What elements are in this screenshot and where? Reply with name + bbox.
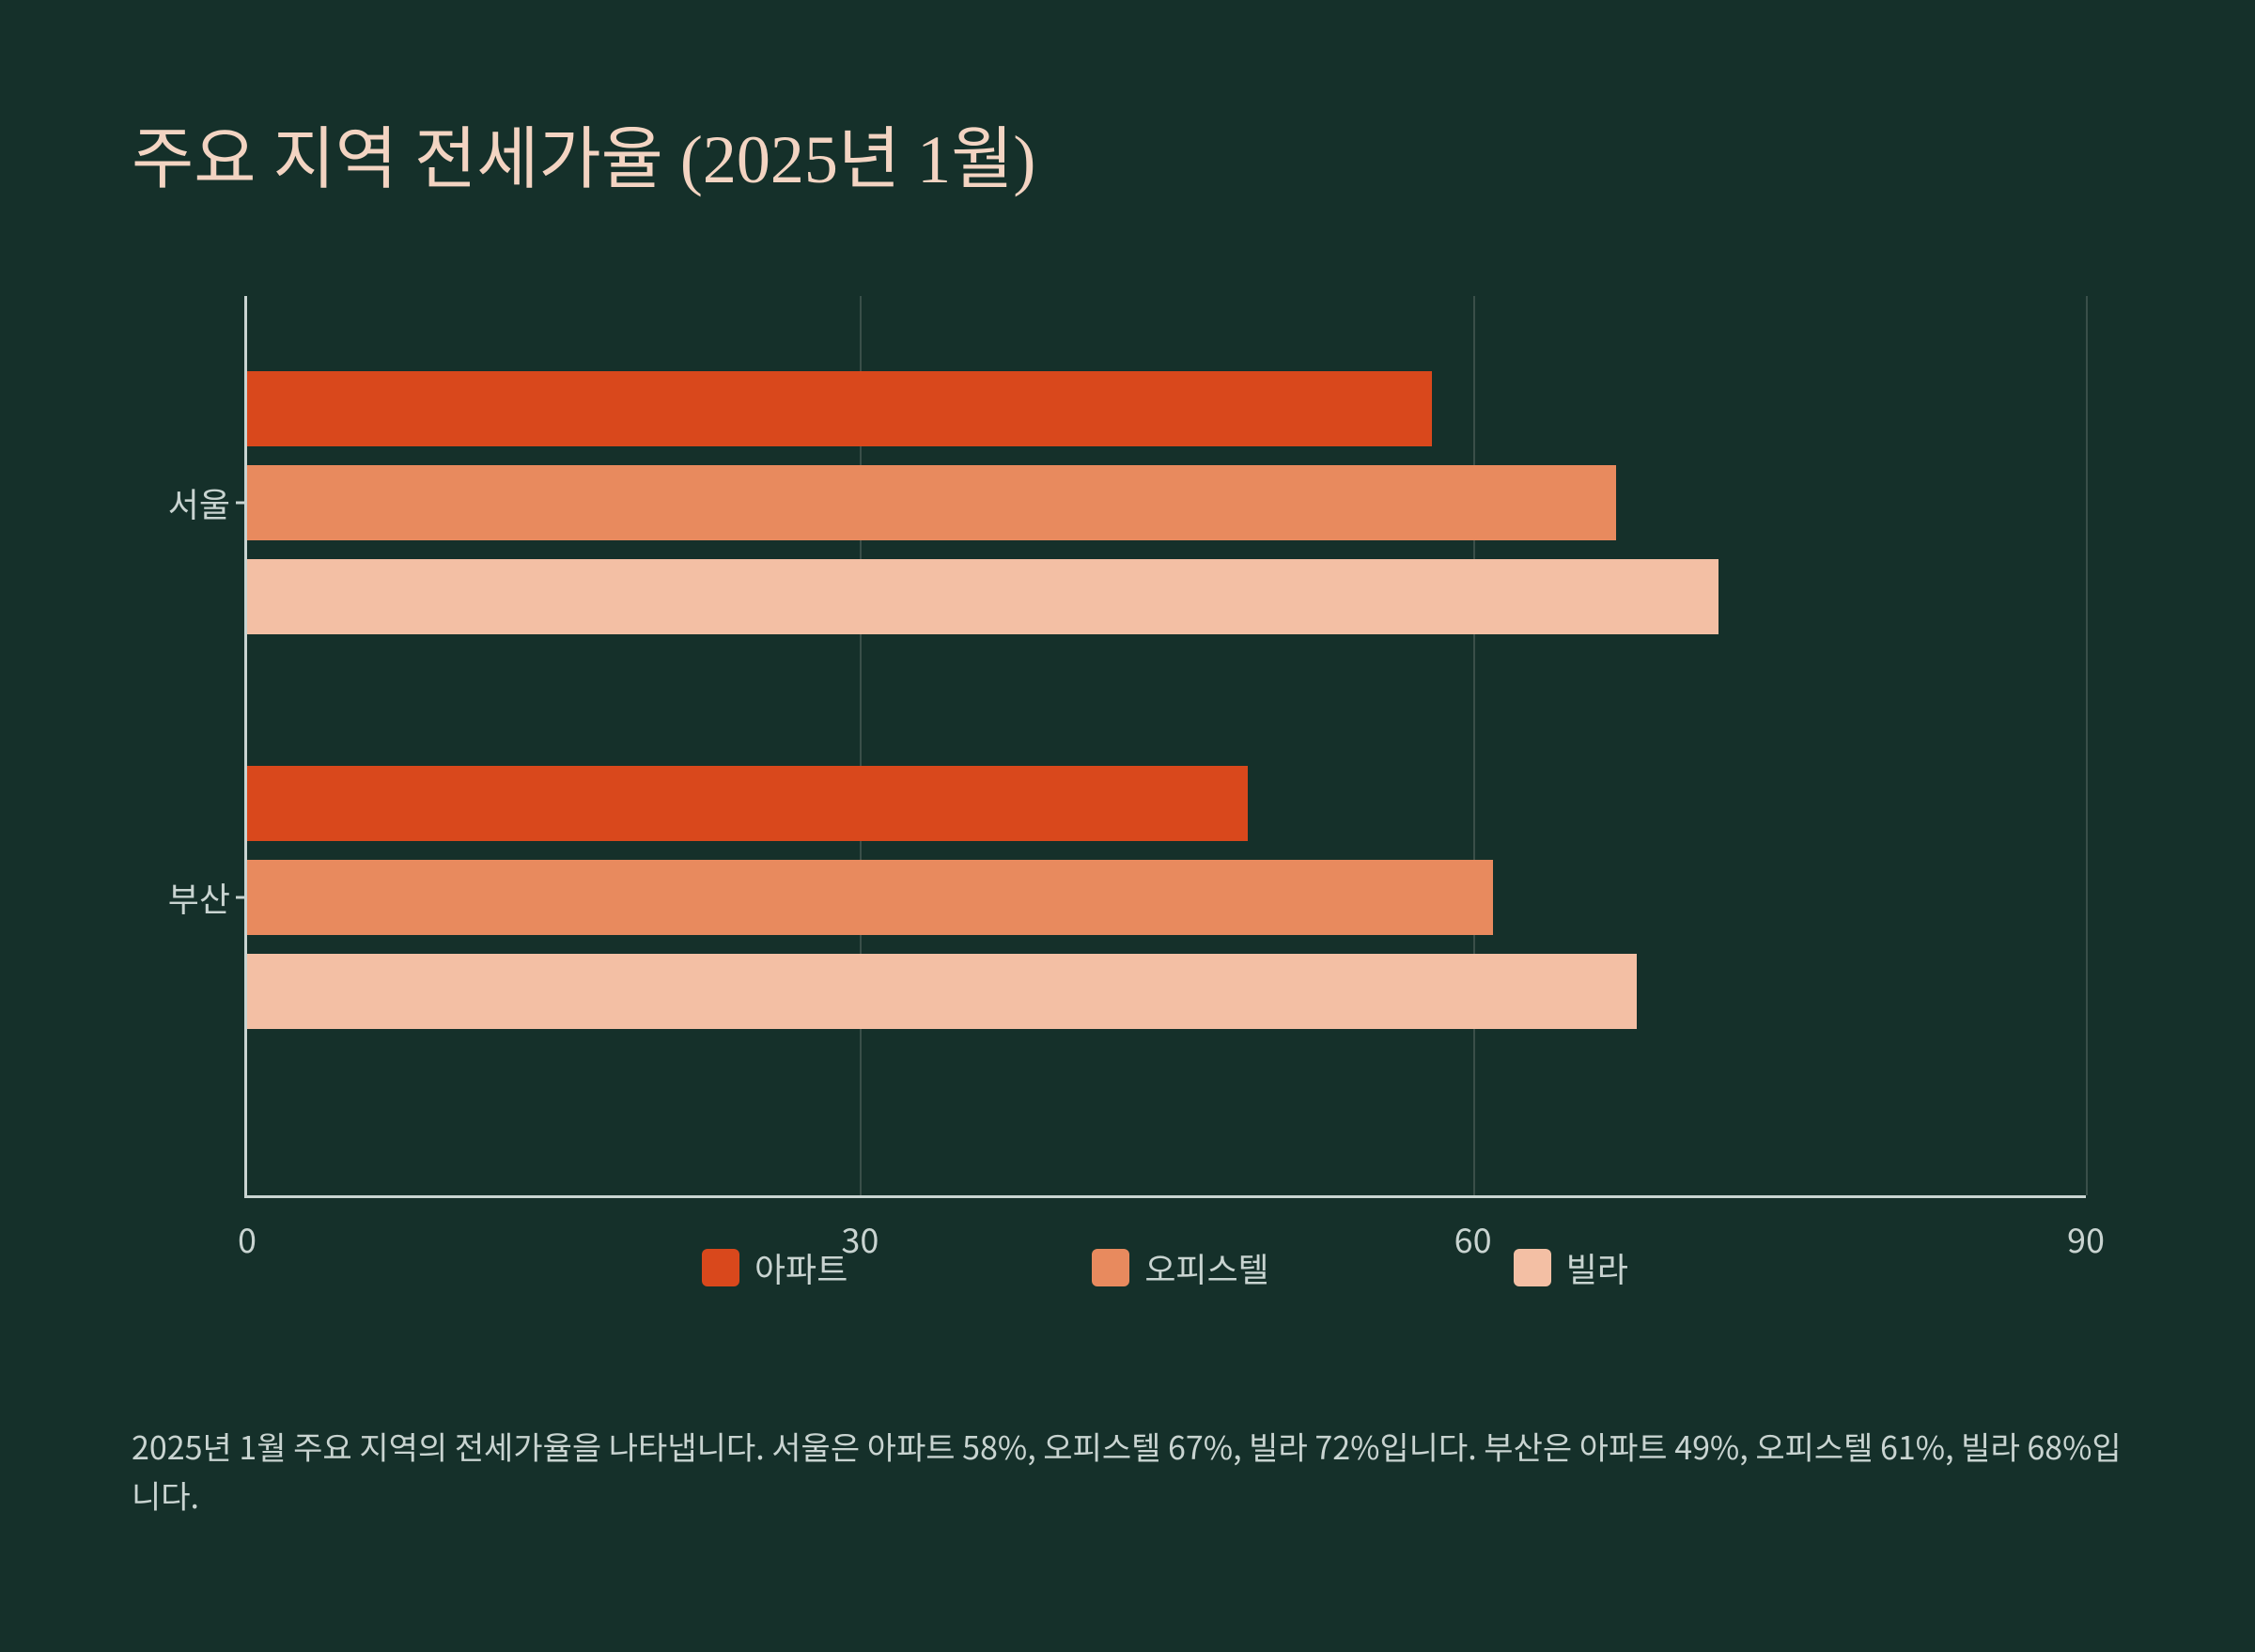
legend-item: 아파트 xyxy=(702,1243,848,1292)
y-tick-mark xyxy=(236,502,247,505)
legend-label: 아파트 xyxy=(754,1243,848,1292)
bar xyxy=(247,954,1637,1029)
chart-legend: 아파트 오피스텔 빌라 xyxy=(244,1243,2086,1292)
legend-swatch xyxy=(1092,1249,1129,1286)
legend-item: 오피스텔 xyxy=(1092,1243,1268,1292)
legend-label: 오피스텔 xyxy=(1144,1243,1268,1292)
legend-item: 빌라 xyxy=(1514,1243,1628,1292)
chart-title: 주요 지역 전세가율 (2025년 1월) xyxy=(132,103,2123,202)
bar xyxy=(247,465,1616,540)
bar xyxy=(247,559,1718,634)
bar xyxy=(247,860,1493,935)
chart-area: 0306090서울부산 아파트오피스텔빌라 xyxy=(244,296,2086,1255)
bar xyxy=(247,766,1248,841)
bar xyxy=(247,371,1432,446)
chart-plot: 0306090서울부산 xyxy=(244,296,2086,1198)
chart-caption: 2025년 1월 주요 지역의 전세가율을 나타냅니다. 서울은 아파트 58%… xyxy=(132,1422,2123,1520)
chart-container: 주요 지역 전세가율 (2025년 1월) 0306090서울부산 아파트오피스… xyxy=(47,47,2208,1605)
legend-swatch xyxy=(702,1249,739,1286)
gridline xyxy=(1473,296,1475,1195)
y-tick-mark xyxy=(236,896,247,899)
gridline xyxy=(2086,296,2088,1195)
legend-label: 빌라 xyxy=(1566,1243,1628,1292)
legend-swatch xyxy=(1514,1249,1551,1286)
